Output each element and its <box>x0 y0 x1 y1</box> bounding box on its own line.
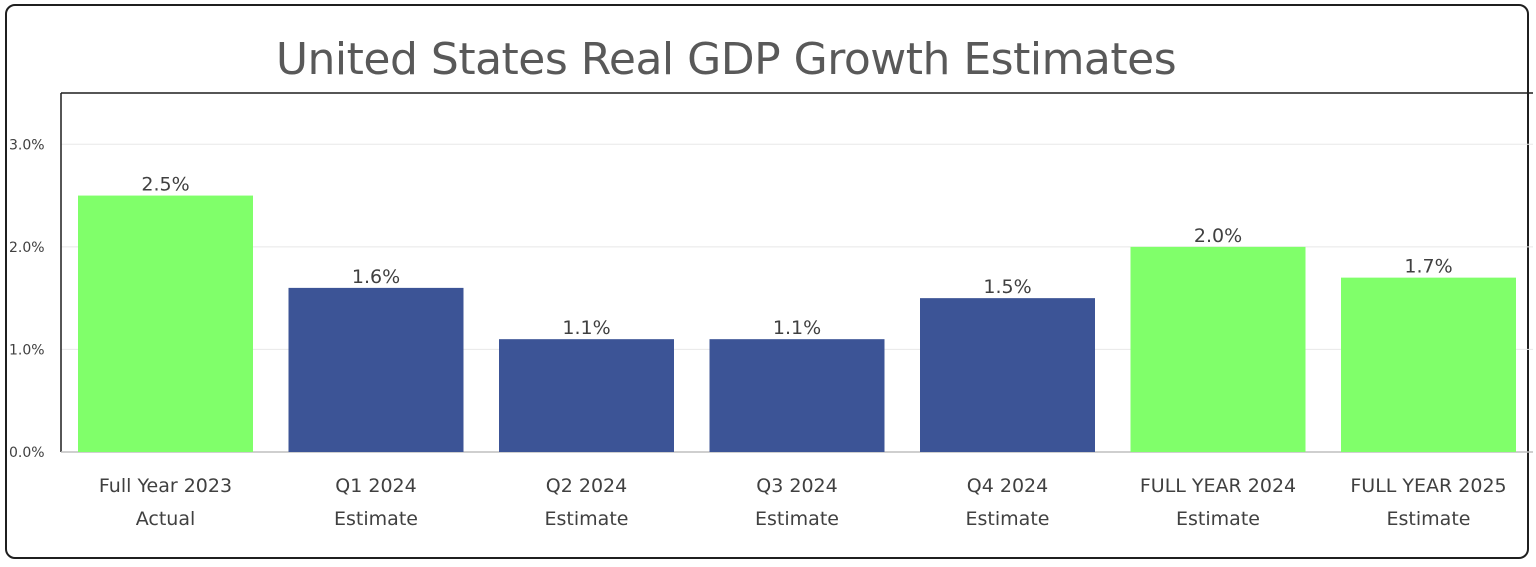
data-label: 1.6% <box>352 266 400 288</box>
y-tick-label: 1.0% <box>9 342 45 358</box>
category-sublabel: Estimate <box>545 508 629 530</box>
data-label: 2.0% <box>1194 225 1242 247</box>
category-sublabel: Estimate <box>1387 508 1471 530</box>
y-tick-label: 0.0% <box>9 445 45 461</box>
y-tick-label: 2.0% <box>9 240 45 256</box>
y-tick-label: 3.0% <box>9 137 45 153</box>
bar <box>78 195 253 453</box>
data-labels: 2.5% 1.6% 1.1% 1.1% 1.5% 2.0% 1.7% <box>141 174 1452 340</box>
data-label: 1.5% <box>983 276 1031 298</box>
y-tick-labels: 0.0% 1.0% 2.0% 3.0% <box>9 137 45 461</box>
bar <box>499 339 674 452</box>
category-label: FULL YEAR 2025 <box>1350 475 1506 497</box>
category-sublabel: Estimate <box>755 508 839 530</box>
bar <box>920 298 1095 452</box>
bar <box>709 339 885 452</box>
category-label: Q1 2024 <box>335 475 416 497</box>
data-label: 1.7% <box>1404 256 1452 278</box>
category-label: FULL YEAR 2024 <box>1140 475 1296 497</box>
category-label: Q3 2024 <box>756 475 837 497</box>
data-label: 1.1% <box>773 317 821 339</box>
bar <box>1130 246 1306 452</box>
category-labels: Full Year 2023 Actual Q1 2024 Estimate Q2 20… <box>99 475 1507 530</box>
category-sublabel: Estimate <box>334 508 418 530</box>
category-label: Full Year 2023 <box>99 475 232 497</box>
bar <box>1341 277 1516 452</box>
chart-title: United States Real GDP Growth Estimates <box>275 34 1177 85</box>
category-sublabel: Estimate <box>966 508 1050 530</box>
bars <box>78 195 1516 453</box>
data-label: 2.5% <box>141 174 189 196</box>
category-label: Q2 2024 <box>546 475 627 497</box>
category-label: Q4 2024 <box>967 475 1048 497</box>
category-sublabel: Estimate <box>1176 508 1260 530</box>
category-sublabel: Actual <box>136 508 196 530</box>
bar <box>288 287 464 452</box>
data-label: 1.1% <box>562 317 610 339</box>
